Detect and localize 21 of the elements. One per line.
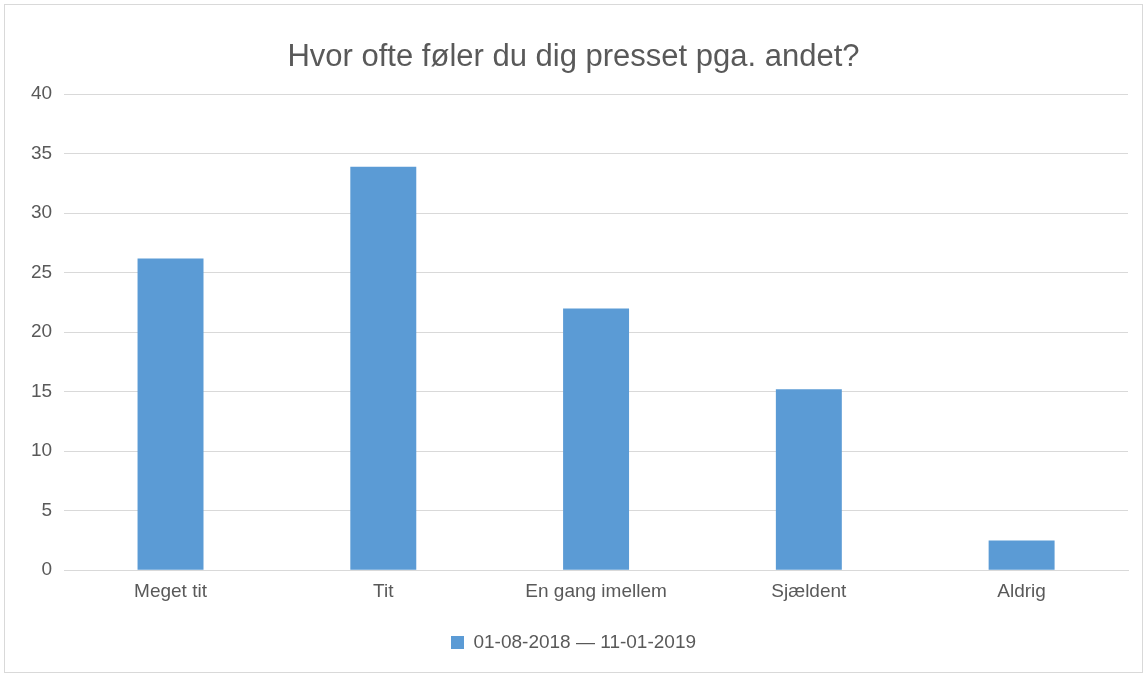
- x-tick-label: Meget tit: [134, 579, 208, 601]
- y-tick-label: 10: [30, 439, 53, 461]
- bar: [137, 258, 204, 570]
- chart-title: Hvor ofte føler du dig presset pga. andet?: [287, 38, 860, 74]
- x-tick-label: En gang imellem: [525, 579, 667, 601]
- y-tick-label: 30: [30, 201, 53, 223]
- x-tick-label: Sjældent: [771, 579, 848, 601]
- x-tick-label: Tit: [373, 579, 395, 601]
- bar: [563, 308, 630, 570]
- legend-label: 01-08-2018 — 11-01-2019: [473, 630, 697, 652]
- bar: [350, 166, 417, 570]
- y-tick-label: 5: [41, 498, 53, 520]
- bar: [988, 540, 1055, 570]
- y-tick-label: 25: [30, 260, 53, 282]
- y-tick-label: 40: [30, 82, 53, 104]
- x-tick-label: Aldrig: [997, 579, 1046, 601]
- y-tick-label: 15: [30, 379, 53, 401]
- y-tick-label: 0: [41, 558, 53, 580]
- y-tick-label: 20: [30, 320, 53, 342]
- bar: [775, 389, 842, 570]
- y-tick-label: 35: [30, 141, 53, 163]
